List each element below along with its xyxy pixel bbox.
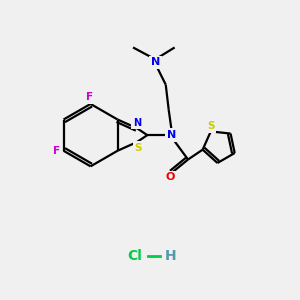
Text: S: S [135,143,142,153]
Text: H: H [165,248,177,262]
Text: N: N [167,130,176,140]
Text: N: N [151,57,160,67]
Text: F: F [86,92,94,102]
Text: O: O [166,172,175,182]
Text: S: S [207,121,214,131]
Text: Cl: Cl [128,248,142,262]
Text: N: N [133,118,141,128]
Text: F: F [53,146,61,156]
